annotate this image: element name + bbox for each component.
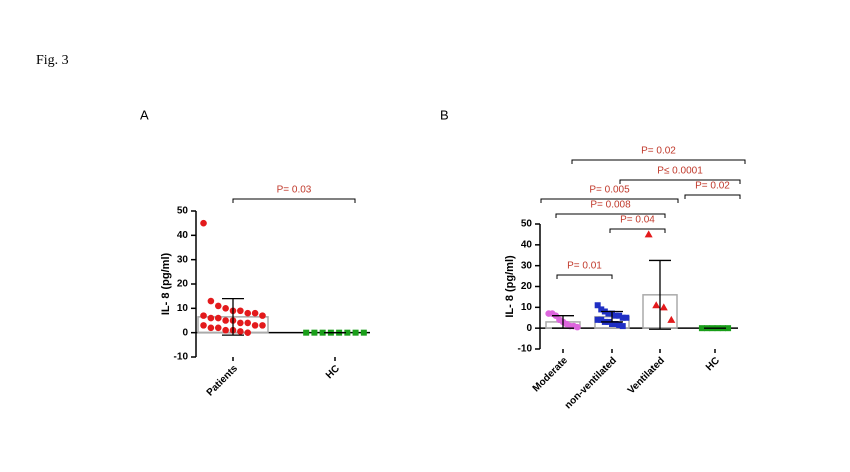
significance-bracket [556,274,613,279]
significance-bracket [540,198,679,203]
data-point [200,322,207,329]
data-point [251,309,259,317]
panel-label: A [140,107,149,122]
x-tick-label: HC [704,355,722,373]
data-point [237,307,244,315]
data-point [659,303,668,311]
error-bar [222,297,244,336]
data-point [251,322,259,329]
y-tick-label: 20 [521,281,533,292]
p-value: P= 0.02 [641,146,676,157]
data-point [598,306,605,313]
data-point [259,322,266,329]
data-point [237,328,244,335]
significance-bracket [555,213,666,218]
data-point [244,309,252,317]
data-point [244,329,252,336]
y-tick-label: 10 [521,302,533,313]
data-point [623,314,630,321]
significance-bracket [571,159,746,164]
y-tick-label: 30 [521,260,533,271]
p-value: P= 0.03 [277,185,312,196]
data-point [644,230,653,238]
data-point [598,316,605,323]
data-point [303,329,310,336]
data-point [244,319,252,327]
data-point [616,322,623,329]
p-value: P≤ 0.0001 [657,166,703,177]
y-tick-label: -10 [518,344,533,355]
data-point [259,312,266,319]
significance-bracket [684,194,741,199]
data-point [207,314,215,322]
data-point [222,305,229,312]
y-tick-label: 50 [521,219,533,230]
data-point [619,314,626,321]
data-point [667,315,676,323]
p-value: P= 0.04 [620,215,655,226]
x-tick-label: Patients [205,363,241,399]
y-tick-label: 20 [177,279,189,290]
significance-bracket [609,228,666,233]
data-point [200,312,207,319]
data-point [222,326,229,334]
data-point [237,319,244,327]
data-point [698,325,705,332]
figure-label: Fig. 3 [36,53,69,68]
panel: B IL- 8 (pg/ml) -10 0 10 20 30 40 50 Moderatenon-… [440,107,746,411]
y-tick-label: 10 [177,303,189,314]
x-tick-label: HC [324,363,342,381]
y-tick-label: 40 [521,239,533,250]
data-point [360,329,367,336]
data-point [352,329,359,336]
data-point [222,317,229,324]
data-point [594,302,601,309]
error-bar [649,259,671,330]
y-tick-label: 40 [177,230,189,241]
error-bar [552,315,574,329]
data-point [214,302,222,310]
x-tick-label: non-ventilated [563,355,619,411]
data-point [311,329,318,336]
panel: A IL- 8 (pg/ml) -10 0 10 20 30 40 50 Patients HC P=… [140,107,370,398]
y-tick-label: -10 [174,352,189,363]
error-bar [601,310,623,323]
p-value: P= 0.005 [589,185,630,196]
data-point [207,324,215,332]
data-point [319,329,326,336]
panel-label: B [440,107,449,122]
y-axis-label: IL- 8 (pg/ml) [504,255,516,318]
p-value: P= 0.01 [567,261,602,272]
data-point [574,323,581,331]
data-point [200,219,207,227]
data-point [214,314,222,322]
x-tick-label: Moderate [531,355,571,395]
y-axis-label: IL- 8 (pg/ml) [160,253,172,316]
data-point [214,324,222,332]
data-point [207,297,215,305]
significance-bracket [619,179,741,184]
data-point [612,321,619,327]
data-point [725,325,732,332]
data-point [652,301,661,309]
significance-bracket [232,198,356,203]
data-point [594,316,601,323]
data-point [612,312,619,319]
data-point [605,310,612,317]
data-point [616,312,623,319]
y-tick-label: 30 [177,254,189,265]
p-value: P= 0.02 [695,181,730,192]
p-value: P= 0.008 [590,200,631,211]
data-point [344,329,351,336]
y-tick-label: 50 [177,206,189,217]
data-point [619,323,626,330]
y-tick-label: 0 [182,327,188,338]
data-point [609,321,615,327]
x-tick-label: Ventilated [626,355,667,396]
y-tick-label: 0 [526,323,532,334]
